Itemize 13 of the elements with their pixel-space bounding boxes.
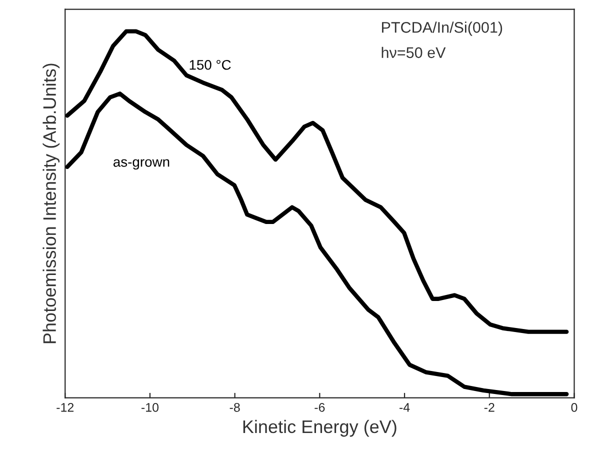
y-axis-title: Photoemission Intensity (Arb.Units)	[42, 64, 60, 344]
series-label: 150 °C	[190, 60, 231, 70]
x-tick-label: -2	[484, 402, 494, 412]
x-tick-label: -4	[400, 403, 410, 412]
annotation: hν=50 eV	[382, 46, 446, 58]
annotation: PTCDA/In/Si(001)	[382, 22, 502, 36]
x-tick-label: -12	[56, 402, 74, 412]
x-tick-label: 0	[571, 402, 578, 412]
x-axis-title: Kinetic Energy (eV)	[243, 420, 396, 437]
series-label: as-grown	[113, 159, 170, 170]
x-tick-label: -10	[141, 402, 159, 412]
x-tick-label: -6	[314, 402, 325, 412]
x-tick-label: -8	[230, 402, 240, 412]
